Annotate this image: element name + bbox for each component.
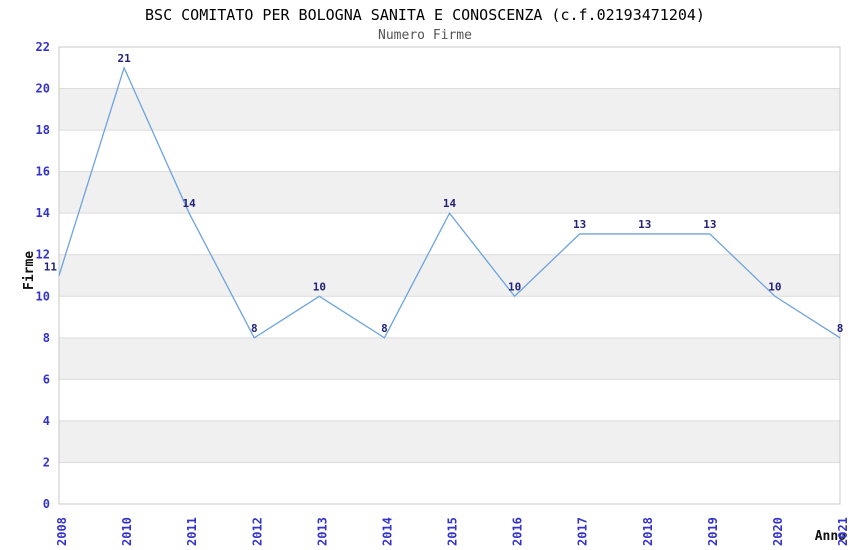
plot-band [59,420,840,463]
y-tick-label: 16 [36,165,50,179]
data-point-label: 13 [703,218,716,231]
data-point-label: 8 [837,322,844,335]
x-tick-label: 2014 [380,517,394,546]
data-point-label: 13 [573,218,586,231]
x-tick-label: 2019 [706,517,720,546]
x-tick-label: 2011 [185,517,199,546]
x-tick-label: 2013 [315,517,329,546]
plot-band [59,254,840,297]
x-tick-label: 2010 [120,517,134,546]
x-tick-label: 2016 [511,517,525,546]
x-axis-title: Anno [814,529,846,544]
y-tick-label: 10 [36,289,50,303]
data-point-label: 10 [313,280,326,293]
plot-band [59,337,840,380]
y-tick-label: 4 [43,414,50,428]
x-tick-label: 2008 [55,517,69,546]
data-point-label: 14 [443,197,457,210]
plot-band [59,171,840,214]
y-tick-label: 18 [36,123,50,137]
chart-title: BSC COMITATO PER BOLOGNA SANITA E CONOSC… [145,6,705,24]
data-point-label: 8 [381,322,388,335]
data-line [58,65,841,339]
y-tick-label: 22 [36,40,50,54]
data-point-label: 10 [508,280,521,293]
y-tick-label: 20 [36,82,50,96]
x-tick-label: 2017 [576,517,590,546]
data-point-label: 13 [638,218,651,231]
x-tick-label: 2012 [250,517,264,546]
x-tick-label: 2021 [836,517,850,546]
plot-band [59,88,840,131]
x-tick-label: 2020 [771,517,785,546]
chart-subtitle: Numero Firme [378,28,472,43]
x-tick-label: 2015 [446,517,460,546]
data-point-label: 21 [117,52,131,65]
x-tick-label: 2018 [641,517,655,546]
data-point-label: 14 [183,197,197,210]
data-point-label: 11 [44,261,58,274]
y-tick-label: 2 [43,455,50,469]
y-tick-label: 12 [36,248,50,262]
data-point-label: 10 [768,280,781,293]
y-tick-label: 6 [43,372,50,386]
y-tick-label: 8 [43,331,50,345]
y-tick-label: 0 [43,497,50,511]
y-tick-label: 14 [36,206,50,220]
data-point-label: 8 [251,322,258,335]
